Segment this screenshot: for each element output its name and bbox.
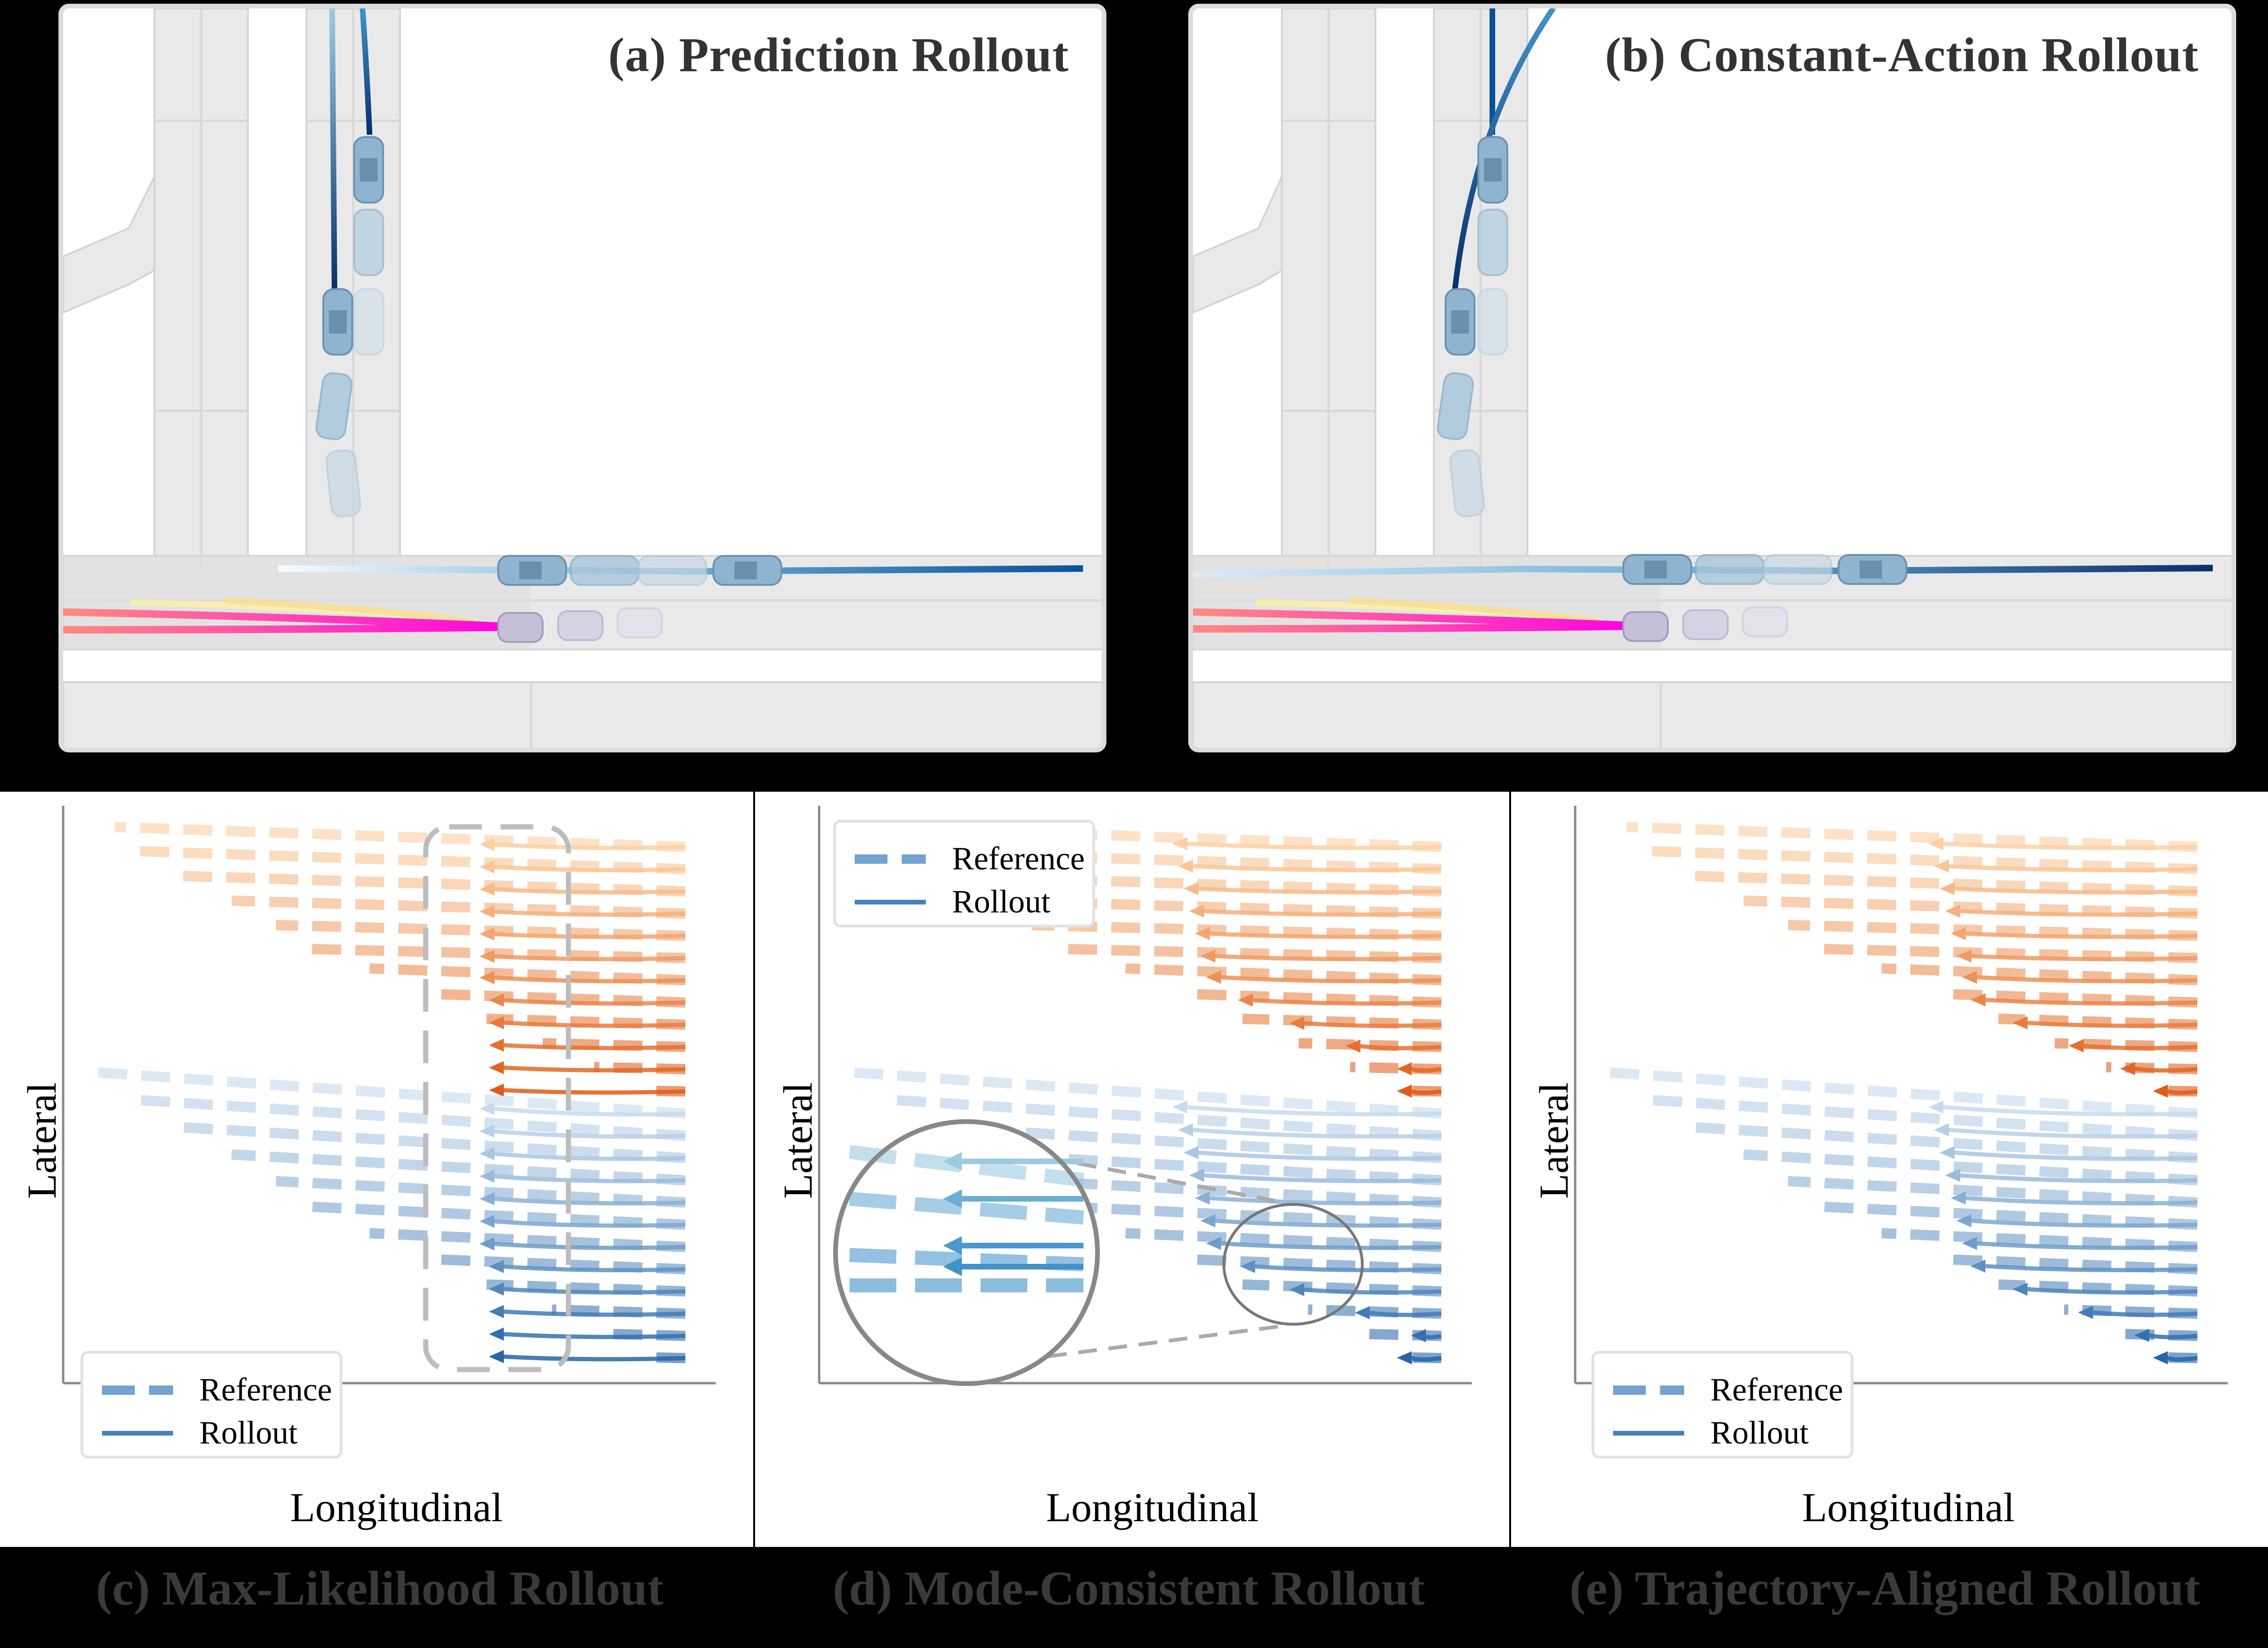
plot-e-xlabel: Longitudinal [1802, 1485, 2015, 1531]
reference-swatch-icon [855, 854, 926, 864]
plot-e-ylabel: Lateral [1532, 1082, 1577, 1199]
caption-d: (d) Mode-Consistent Rollout [833, 1561, 1425, 1615]
legend-rollout-label: Rollout [1710, 1415, 1809, 1451]
legend-reference-label: Reference [199, 1372, 332, 1408]
scene-b-map [1193, 8, 2232, 748]
caption-c: (c) Max-Likelihood Rollout [96, 1561, 664, 1615]
plot-d: Lateral Longitudinal Reference Rollout [756, 792, 1510, 1547]
panel-a-title: (a) Prediction Rollout [608, 28, 1069, 82]
plot-c-xlabel: Longitudinal [290, 1485, 503, 1531]
rollout-swatch-icon [855, 900, 926, 904]
plot-c-canvas [62, 806, 716, 1385]
reference-swatch-icon [102, 1385, 173, 1395]
vertical-car-group [315, 136, 384, 518]
plots-area: Lateral Longitudinal Reference Rollout L… [0, 792, 2268, 1547]
plot-e-legend: Reference Rollout [1592, 1351, 1854, 1458]
rollout-swatch-icon [1613, 1431, 1684, 1436]
scene-a-map [63, 8, 1102, 748]
scene-panel-b: (b) Constant-Action Rollout [1188, 4, 2236, 752]
plot-d-ylabel: Lateral [776, 1082, 821, 1199]
reference-swatch-icon [1613, 1385, 1684, 1395]
plot-d-xlabel: Longitudinal [1046, 1485, 1259, 1531]
legend-rollout-label: Rollout [199, 1415, 298, 1451]
plot-e: Lateral Longitudinal Reference Rollout [1512, 792, 2266, 1547]
plot-c-legend: Reference Rollout [80, 1351, 342, 1458]
caption-e: (e) Trajectory-Aligned Rollout [1570, 1561, 2200, 1615]
legend-reference-label: Reference [1710, 1372, 1843, 1408]
plot-e-canvas [1574, 806, 2228, 1385]
plot-d-canvas [818, 806, 1472, 1386]
ego-car-group [497, 607, 663, 643]
rollout-swatch-icon [102, 1431, 173, 1436]
panel-b-title: (b) Constant-Action Rollout [1605, 28, 2199, 82]
legend-rollout-label: Rollout [952, 884, 1051, 920]
plot-c: Lateral Longitudinal Reference Rollout [0, 792, 754, 1547]
divider [753, 792, 755, 1547]
plot-d-legend: Reference Rollout [833, 820, 1095, 927]
scene-panel-a: (a) Prediction Rollout [58, 4, 1106, 752]
plot-c-ylabel: Lateral [20, 1082, 65, 1199]
legend-reference-label: Reference [952, 841, 1085, 877]
divider [1509, 792, 1511, 1547]
horizontal-car-group [497, 555, 782, 586]
